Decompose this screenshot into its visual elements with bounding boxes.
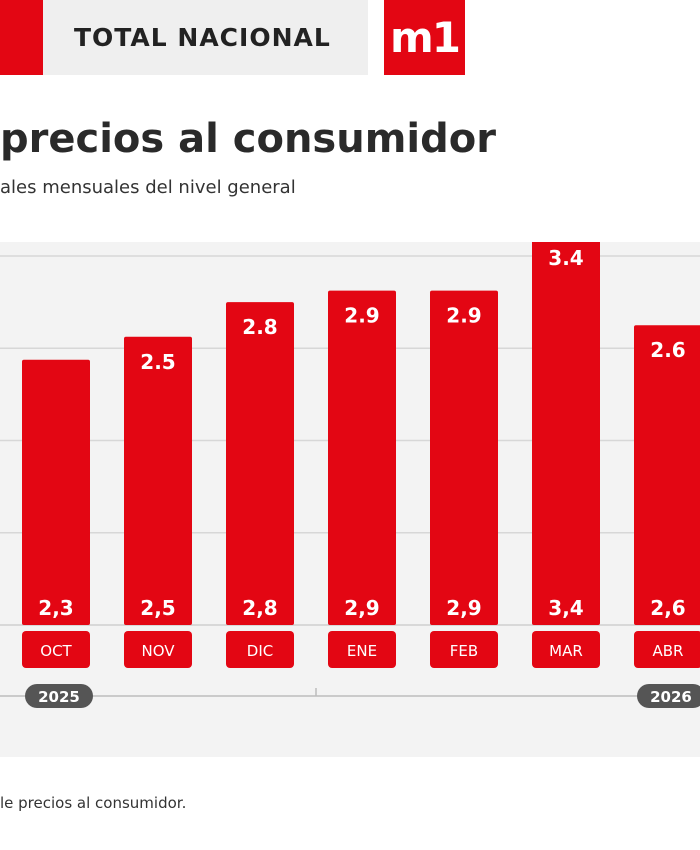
month-badge (430, 631, 498, 668)
bar-dic (226, 302, 294, 625)
bar-ene (328, 290, 396, 625)
bar-chart: 2,3 OCT 2.5 2,5 NOV 2.8 2,8 DIC 2.9 2,9 ENE 2.9 2,9 F… (0, 163, 700, 708)
bar-bottom-label: 2,6 (650, 596, 685, 620)
bar-top-label: 2.6 (650, 338, 685, 362)
month-badge (22, 631, 90, 668)
year-label: 2026 (650, 688, 692, 706)
chart-subtitle: ales mensuales del nivel general (0, 177, 296, 198)
bar-top-label: 2.8 (242, 315, 277, 339)
year-label: 2025 (38, 688, 80, 706)
year-badge (25, 684, 93, 708)
bar-bottom-label: 2,9 (446, 596, 481, 620)
bar-nov (124, 336, 192, 625)
bar-abr (634, 325, 700, 625)
source-note: le precios al consumidor. (0, 794, 187, 812)
section-label-box: TOTAL NACIONAL (43, 0, 368, 75)
chart-panel: 2,3 OCT 2.5 2,5 NOV 2.8 2,8 DIC 2.9 2,9 ENE 2.9 2,9 F… (0, 163, 700, 757)
year-badge (637, 684, 700, 708)
bar-bottom-label: 3,4 (548, 596, 583, 620)
bar-bottom-label: 2,3 (38, 596, 73, 620)
chart-title: precios al consumidor (0, 116, 496, 162)
month-label: FEB (450, 642, 478, 660)
bar-mar (532, 232, 600, 626)
month-badge (124, 631, 192, 668)
bar-bottom-label: 2,8 (242, 596, 277, 620)
m1-logo: m1 (384, 0, 465, 75)
bar-top-label: 2.5 (140, 350, 175, 374)
month-badge (532, 631, 600, 668)
bar-top-label: 2.9 (446, 304, 481, 328)
bar-feb (430, 290, 498, 625)
month-label: OCT (40, 642, 72, 660)
section-label: TOTAL NACIONAL (74, 23, 331, 52)
month-badge (226, 631, 294, 668)
bar-oct (22, 359, 90, 625)
month-label: DIC (247, 642, 273, 660)
month-label: ENE (347, 642, 377, 660)
bar-top-label: 2.9 (344, 304, 379, 328)
bar-bottom-label: 2,9 (344, 596, 379, 620)
month-badge (634, 631, 700, 668)
bar-bottom-label: 2,5 (140, 596, 175, 620)
month-label: MAR (549, 642, 583, 660)
month-label: ABR (653, 642, 684, 660)
month-label: NOV (141, 642, 175, 660)
bar-top-label: 3.4 (548, 246, 583, 270)
month-badge (328, 631, 396, 668)
top-bar: TOTAL NACIONAL m1 (0, 0, 700, 75)
brand-color-block (0, 0, 43, 75)
